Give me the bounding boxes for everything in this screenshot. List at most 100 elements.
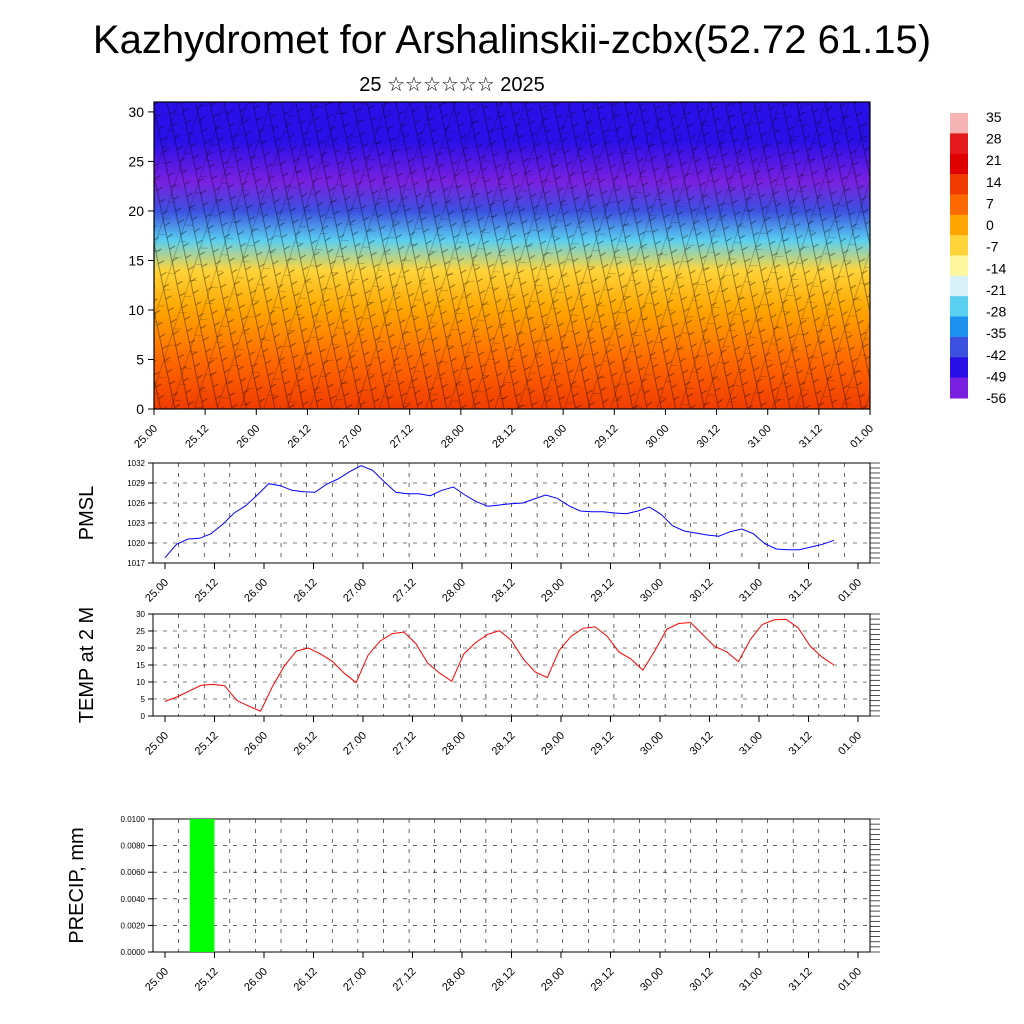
x-tick-label: 30.12 xyxy=(695,423,723,451)
x-tick-label: 31.00 xyxy=(737,577,765,605)
colorbar-label: -42 xyxy=(986,347,1006,363)
x-tick-label: 31.12 xyxy=(787,966,815,994)
x-tick-label: 31.00 xyxy=(746,423,774,451)
x-tick-label: 26.00 xyxy=(242,577,270,605)
x-tick-label: 01.00 xyxy=(848,423,876,451)
colorbar-label: 35 xyxy=(986,109,1002,125)
colorbar-label: -49 xyxy=(986,368,1006,384)
x-tick-label: 30.12 xyxy=(688,966,716,994)
y-tick-label: 1023 xyxy=(127,519,145,528)
colorbar-swatch xyxy=(950,194,968,216)
x-tick-label: 25.00 xyxy=(143,730,171,758)
x-tick-label: 26.12 xyxy=(286,423,314,451)
colorbar-label: 7 xyxy=(986,195,994,211)
x-tick-label: 28.00 xyxy=(440,966,468,994)
colorbar-label: -35 xyxy=(986,325,1006,341)
y-tick-label: 25 xyxy=(128,153,144,169)
x-tick-label: 27.00 xyxy=(341,577,369,605)
x-tick-label: 29.12 xyxy=(592,423,620,451)
colorbar-swatch xyxy=(950,235,968,256)
colorbar-swatch xyxy=(950,133,968,155)
x-tick-label: 27.12 xyxy=(388,423,416,451)
y-tick-label: 10 xyxy=(136,678,145,687)
x-tick-label: 28.12 xyxy=(490,577,518,605)
x-tick-label: 28.12 xyxy=(490,423,518,451)
y-tick-label: 0.0040 xyxy=(121,895,146,904)
chart-title: Kazhydromet for Arshalinskii-zcbx(52.72 … xyxy=(92,18,932,62)
x-tick-label: 25.00 xyxy=(132,423,160,451)
x-tick-label: 26.12 xyxy=(292,577,320,605)
y-tick-label: 15 xyxy=(136,661,145,670)
x-tick-label: 27.12 xyxy=(391,577,419,605)
x-tick-label: 27.12 xyxy=(391,966,419,994)
colorbar-swatch xyxy=(950,113,968,134)
x-tick-label: 29.00 xyxy=(539,966,567,994)
colorbar-swatch xyxy=(950,377,968,399)
x-tick-label: 28.00 xyxy=(440,730,468,758)
x-tick-label: 29.00 xyxy=(539,730,567,758)
x-tick-label: 31.00 xyxy=(737,966,765,994)
x-tick-label: 26.00 xyxy=(234,423,262,451)
y-tick-label: 0.0080 xyxy=(121,842,146,851)
x-tick-label: 30.12 xyxy=(688,577,716,605)
colorbar-swatch xyxy=(950,336,968,358)
y-tick-label: 20 xyxy=(128,203,144,219)
y-tick-label: 0 xyxy=(141,712,146,721)
x-tick-label: 31.00 xyxy=(737,730,765,758)
colorbar-label: 21 xyxy=(986,152,1002,168)
x-tick-label: 25.00 xyxy=(143,966,171,994)
colorbar-swatch xyxy=(950,174,968,195)
y-tick-label: 5 xyxy=(136,351,144,367)
x-tick-label: 27.00 xyxy=(341,966,369,994)
x-tick-label: 31.12 xyxy=(787,730,815,758)
x-tick-label: 26.12 xyxy=(292,730,320,758)
x-tick-label: 30.00 xyxy=(638,730,666,758)
x-tick-label: 28.12 xyxy=(490,966,518,994)
y-tick-label: 25 xyxy=(136,627,145,636)
colorbar-swatch xyxy=(950,316,968,338)
x-tick-label: 31.12 xyxy=(787,577,815,605)
colorbar-swatch xyxy=(950,255,968,277)
x-tick-label: 01.00 xyxy=(836,577,864,605)
colorbar-label: 14 xyxy=(986,174,1002,190)
y-tick-label: 15 xyxy=(128,252,144,268)
x-tick-label: 30.12 xyxy=(688,730,716,758)
x-tick-label: 25.12 xyxy=(193,730,221,758)
x-tick-label: 28.00 xyxy=(440,577,468,605)
colorbar-label: -56 xyxy=(986,390,1006,406)
y-axis-title: PRECIP, mm xyxy=(66,827,88,943)
temp-series-line xyxy=(164,618,835,712)
y-axis-title: TEMP at 2 M xyxy=(76,607,98,723)
x-tick-label: 25.12 xyxy=(193,577,221,605)
x-tick-label: 29.12 xyxy=(589,966,617,994)
x-tick-label: 01.00 xyxy=(836,966,864,994)
y-tick-label: 5 xyxy=(141,695,146,704)
colorbar-label: 28 xyxy=(986,131,1002,147)
colorbar-swatch xyxy=(950,357,968,379)
pmsl-line-panel: 1017 1020 1023 1026 1029 1032 PMSL 25.00 25.12 26… xyxy=(76,459,880,605)
x-tick-label: 30.00 xyxy=(638,577,666,605)
y-tick-label: 30 xyxy=(128,104,144,120)
x-tick-label: 25.00 xyxy=(143,577,171,605)
x-tick-label: 29.00 xyxy=(541,423,569,451)
x-tick-label: 30.00 xyxy=(644,423,672,451)
y-tick-label: 0.0100 xyxy=(121,815,146,824)
precip-bar xyxy=(189,819,215,952)
x-tick-label: 28.12 xyxy=(490,730,518,758)
x-tick-label: 27.00 xyxy=(337,423,365,451)
colorbar-label: 0 xyxy=(986,217,994,233)
x-tick-label: 29.00 xyxy=(539,577,567,605)
y-tick-label: 1032 xyxy=(127,459,145,468)
y-tick-label: 1020 xyxy=(127,539,145,548)
y-tick-label: 10 xyxy=(128,302,144,318)
x-tick-label: 29.12 xyxy=(589,577,617,605)
y-axis-title: PMSL xyxy=(76,486,98,540)
temperature-heatmap-panel: 0 5 10 15 20 25 30 25.00 25.12 26.00 26.12 27.00 27.… xyxy=(128,101,876,451)
x-tick-label: 26.12 xyxy=(292,966,320,994)
x-tick-label: 27.12 xyxy=(391,730,419,758)
colorbar-swatch xyxy=(950,153,968,175)
y-tick-label: 0.0000 xyxy=(121,948,146,957)
pmsl-series-line xyxy=(164,465,835,559)
colorbar-label: -14 xyxy=(986,260,1006,276)
